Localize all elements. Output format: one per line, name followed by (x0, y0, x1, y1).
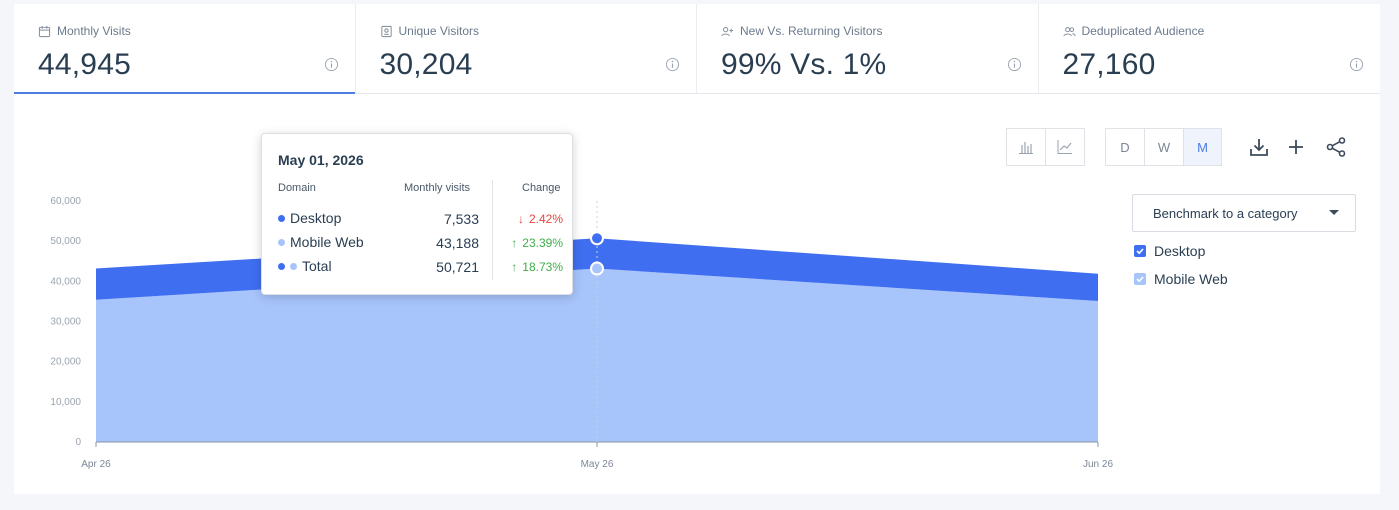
hover-point-mobile-web (590, 261, 604, 276)
tooltip-row-change: 23.39% (522, 236, 563, 250)
legend-item-mobile-web[interactable]: Mobile Web (1134, 271, 1228, 287)
metrics-bar: Monthly Visits 44,945 Unique Visitors 30… (14, 4, 1380, 94)
add-button[interactable] (1284, 135, 1308, 159)
y-tick-label: 40,000 (50, 276, 81, 287)
tooltip-row-mobile-web: Mobile Web 43,188 ↑ 23.39% (262, 234, 574, 254)
checkbox-checked-icon[interactable] (1134, 245, 1146, 257)
benchmark-dropdown[interactable]: Benchmark to a category (1132, 194, 1356, 232)
metric-monthly-visits[interactable]: Monthly Visits 44,945 (14, 4, 356, 94)
x-tick-label: May 26 (581, 459, 614, 470)
tooltip-row-change: 2.42% (528, 212, 563, 226)
info-icon[interactable] (1007, 57, 1022, 72)
granularity-month-button[interactable]: M (1183, 128, 1222, 166)
tooltip-row-value: 50,721 (436, 259, 479, 275)
chart-panel: 0 10,000 20,000 30,000 40,000 50,000 60,000 Apr… (14, 94, 1380, 494)
plus-icon (1289, 140, 1303, 154)
metric-value: 44,945 (38, 48, 131, 81)
y-tick-label: 60,000 (50, 196, 81, 207)
metric-label: New Vs. Returning Visitors (740, 24, 883, 38)
granularity-label: W (1157, 139, 1171, 155)
download-button[interactable] (1247, 135, 1271, 159)
granularity-label: M (1197, 139, 1208, 155)
desktop-dot-icon (278, 262, 285, 270)
y-tick-label: 0 (75, 437, 81, 448)
line-chart-icon (1057, 140, 1072, 154)
granularity-week-button[interactable]: W (1144, 128, 1184, 166)
bar-chart-icon (1019, 142, 1033, 154)
metric-unique-visitors[interactable]: Unique Visitors 30,204 (356, 4, 697, 93)
checkbox-checked-icon[interactable] (1134, 273, 1146, 285)
metric-label: Unique Visitors (398, 24, 479, 38)
y-tick-label: 20,000 (50, 357, 81, 368)
line-chart-toggle-button[interactable] (1045, 128, 1085, 166)
user-plus-icon (721, 26, 734, 36)
tooltip-row-total: Total 50,721 ↑ 18.73% (262, 258, 574, 278)
share-button[interactable] (1324, 135, 1348, 159)
metric-value: 99% Vs. 1% (721, 48, 887, 81)
y-tick-label: 10,000 (50, 397, 81, 408)
mobile-web-dot-icon (278, 238, 285, 246)
area-series-mobile-web (96, 268, 1098, 442)
x-tick-label: Jun 26 (1083, 459, 1113, 470)
arrow-down-icon: ↓ (517, 212, 524, 226)
desktop-dot-icon (278, 214, 285, 222)
mobile-web-dot-icon (290, 262, 297, 270)
metric-deduplicated-audience[interactable]: Deduplicated Audience 27,160 (1039, 4, 1381, 93)
metric-label: Monthly Visits (57, 24, 131, 38)
arrow-up-icon: ↑ (511, 236, 518, 250)
chart-tooltip: May 01, 2026 Domain Monthly visits Chang… (261, 133, 573, 295)
calendar-icon (38, 25, 51, 37)
caret-down-icon (1329, 210, 1339, 215)
download-icon (1250, 139, 1268, 156)
bar-chart-toggle-button[interactable] (1006, 128, 1046, 166)
tooltip-divider (492, 180, 493, 280)
legend-label: Desktop (1154, 243, 1206, 259)
legend-item-desktop[interactable]: Desktop (1134, 243, 1205, 259)
granularity-day-button[interactable]: D (1105, 128, 1145, 166)
tooltip-col-domain: Domain (278, 182, 316, 194)
legend-label: Mobile Web (1154, 271, 1228, 287)
granularity-label: D (1120, 139, 1130, 155)
tooltip-row-value: 43,188 (436, 235, 479, 251)
y-tick-label: 50,000 (50, 236, 81, 247)
tooltip-row-desktop: Desktop 7,533 ↓ 2.42% (262, 210, 574, 230)
tooltip-row-change: 18.73% (522, 260, 563, 274)
metric-value: 30,204 (379, 48, 473, 81)
tooltip-col-change: Change (522, 182, 561, 194)
info-icon[interactable] (665, 57, 680, 72)
benchmark-label: Benchmark to a category (1153, 205, 1298, 221)
y-tick-label: 30,000 (50, 317, 81, 328)
tooltip-col-visits: Monthly visits (404, 182, 471, 194)
metric-new-vs-returning[interactable]: New Vs. Returning Visitors 99% Vs. 1% (697, 4, 1039, 93)
info-icon[interactable] (324, 57, 339, 72)
metric-value: 27,160 (1062, 48, 1156, 81)
id-card-icon (380, 25, 392, 37)
metric-label: Deduplicated Audience (1081, 24, 1205, 38)
tooltip-date: May 01, 2026 (278, 152, 364, 168)
tooltip-row-name: Mobile Web (290, 234, 364, 250)
hover-point-desktop (590, 231, 604, 246)
tooltip-row-value: 7,533 (443, 211, 479, 227)
users-icon (1062, 26, 1076, 36)
tooltip-row-name: Total (302, 258, 332, 274)
share-icon (1326, 137, 1346, 157)
x-tick-label: Apr 26 (81, 459, 111, 470)
arrow-up-icon: ↑ (511, 260, 518, 274)
info-icon[interactable] (1349, 57, 1364, 72)
tooltip-row-name: Desktop (290, 210, 342, 226)
